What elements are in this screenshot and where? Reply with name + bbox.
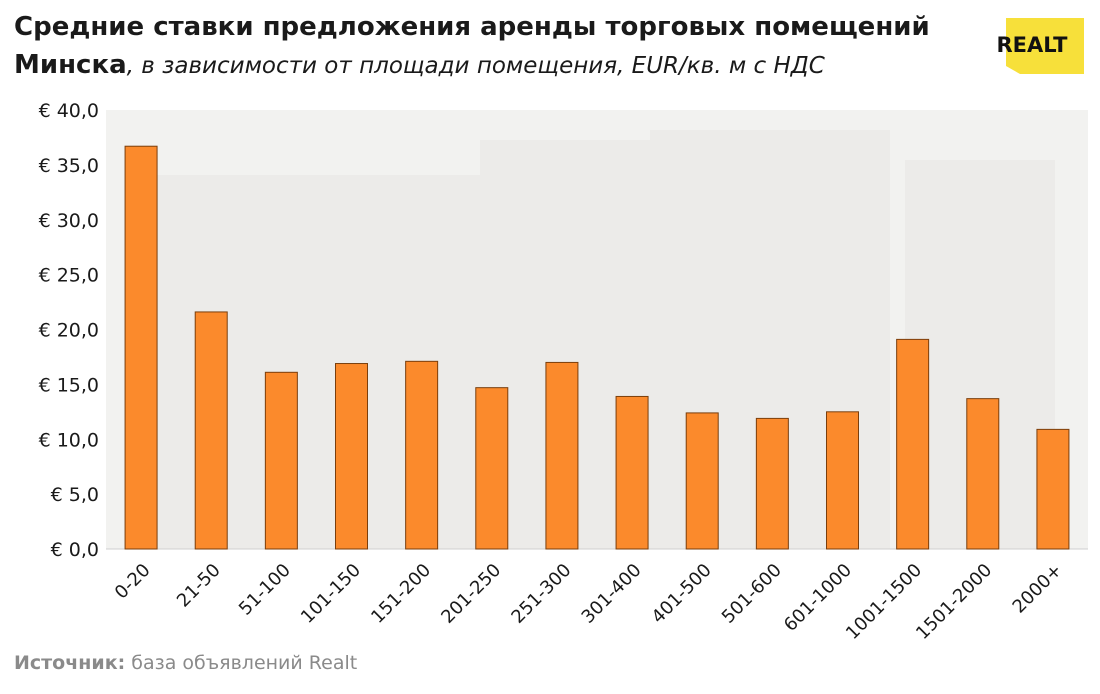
y-tick-label: € 40,0 [39, 100, 99, 122]
bar [405, 360, 439, 550]
bar [194, 311, 228, 550]
bar [755, 417, 789, 550]
y-tick-label: € 10,0 [39, 429, 99, 451]
bar [1036, 428, 1070, 550]
bar [335, 363, 368, 550]
bar [124, 145, 158, 550]
x-tick-label: 1501-2000 [912, 560, 996, 644]
x-tick-label: 101-150 [297, 560, 365, 628]
x-tick-label: 0-20 [111, 560, 155, 604]
bar [896, 338, 930, 550]
y-tick-label: € 25,0 [39, 265, 99, 287]
bar [615, 395, 649, 550]
y-tick-label: € 30,0 [39, 210, 99, 232]
plot-overlay [106, 110, 1088, 549]
x-tick-label: 401-500 [648, 560, 716, 628]
y-tick-label: € 35,0 [39, 155, 99, 177]
x-tick-label: 601-1000 [780, 560, 856, 636]
x-tick-label: 251-300 [507, 560, 575, 628]
bar [826, 411, 859, 550]
bar [685, 412, 719, 550]
bar [545, 361, 579, 550]
logo-text: REALT [997, 33, 1069, 57]
x-tick-label: 201-250 [437, 560, 505, 628]
y-tick-label: € 20,0 [39, 320, 99, 342]
y-tick-label: € 5,0 [51, 484, 99, 506]
logo-background [1006, 18, 1084, 74]
title-subtitle: , в зависимости от площади помещения, EU… [126, 53, 825, 79]
chart-title: Средние ставки предложения аренды торгов… [14, 8, 964, 85]
x-tick-label: 51-100 [235, 560, 295, 620]
x-tick-label: 301-400 [578, 560, 646, 628]
x-tick-label: 2000+ [1009, 560, 1067, 618]
x-tick-label: 151-200 [367, 560, 435, 628]
y-tick-label: € 15,0 [39, 374, 99, 396]
source-text: база объявлений Realt [125, 652, 358, 674]
x-tick-label: 21-50 [173, 560, 225, 612]
bar [264, 371, 298, 550]
x-tick-label: 501-600 [718, 560, 786, 628]
title-city: Минска [14, 50, 127, 80]
bar-chart: € 0,0 € 5,0 € 10,0 € 15,0 € 20,0 € 25,0 € 30,0… [39, 100, 1088, 644]
title-main: Средние ставки предложения аренды торгов… [14, 12, 930, 42]
realt-logo: REALT [997, 18, 1084, 74]
bar [966, 398, 1000, 550]
source-label: Источник: [14, 652, 126, 674]
y-tick-label: € 0,0 [51, 539, 99, 561]
bar [475, 387, 509, 550]
source-note: Источник: база объявлений Realt [14, 652, 357, 674]
